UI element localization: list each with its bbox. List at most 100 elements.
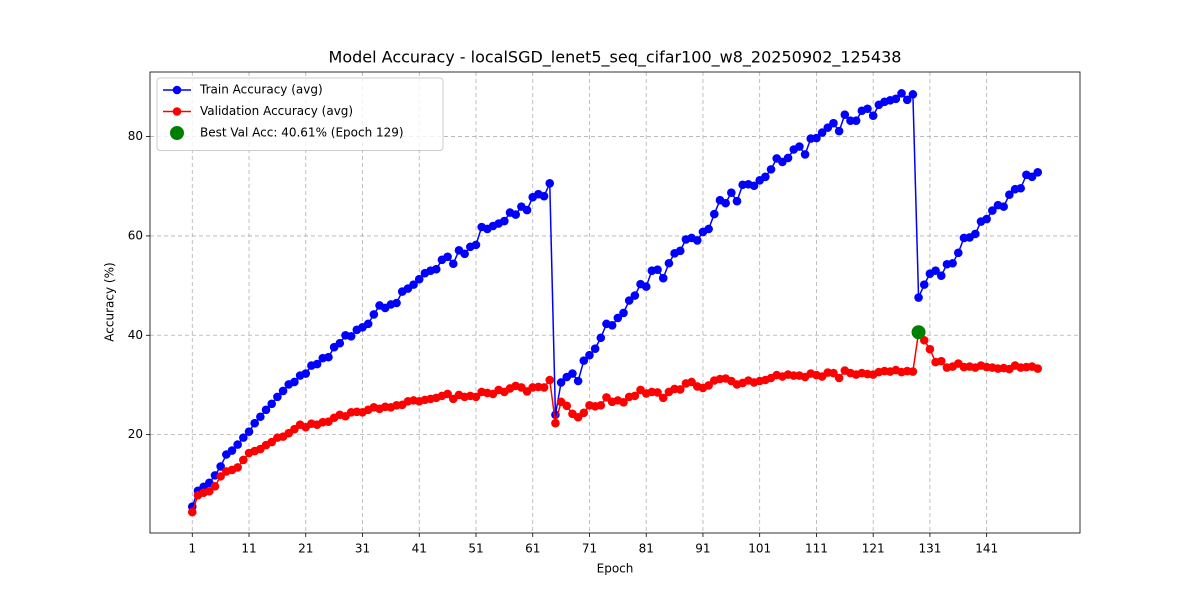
x-tick-label: 1 — [188, 542, 196, 556]
data-point — [851, 116, 861, 125]
data-point — [795, 142, 804, 151]
data-point — [653, 388, 662, 397]
data-point — [704, 224, 713, 234]
data-point — [988, 206, 997, 215]
x-tick-label: 81 — [639, 542, 654, 556]
data-point — [585, 350, 594, 360]
data-point — [539, 191, 549, 201]
data-point — [590, 344, 600, 353]
data-point — [834, 126, 844, 136]
data-point — [460, 249, 469, 259]
data-point — [783, 153, 793, 163]
data-point — [630, 391, 640, 401]
data-point — [675, 385, 685, 394]
data-point — [800, 150, 810, 159]
legend-marker — [172, 107, 182, 116]
data-point — [233, 440, 242, 449]
data-point — [261, 405, 271, 415]
legend-box — [156, 77, 444, 151]
data-point — [312, 359, 322, 369]
data-point — [658, 393, 668, 403]
data-point — [607, 321, 617, 330]
best-point — [911, 325, 926, 340]
data-point — [834, 373, 844, 383]
x-tick-label: 61 — [525, 542, 540, 556]
data-point — [829, 368, 838, 378]
data-point — [233, 463, 242, 472]
data-point — [301, 369, 311, 378]
data-point — [539, 383, 549, 392]
data-point — [953, 248, 963, 258]
data-point — [250, 418, 259, 428]
data-point — [971, 229, 980, 239]
data-point — [664, 258, 674, 268]
data-point — [709, 209, 719, 219]
data-point — [749, 181, 759, 191]
data-point — [556, 378, 566, 387]
data-point — [925, 344, 935, 354]
data-point — [732, 196, 742, 206]
legend-label: Best Val Acc: 40.61% (Epoch 129) — [200, 126, 404, 140]
legend: Train Accuracy (avg) Validation Accuracy … — [156, 77, 444, 151]
y-tick-label: 20 — [128, 427, 143, 441]
x-tick-label: 51 — [468, 542, 483, 556]
data-point — [210, 482, 220, 491]
x-tick-label: 11 — [241, 542, 256, 556]
data-point — [256, 412, 265, 422]
data-point — [324, 352, 333, 362]
data-point — [829, 118, 838, 128]
data-point — [443, 389, 452, 399]
data-point — [982, 214, 991, 224]
x-tick-label: 121 — [862, 542, 885, 556]
data-point — [931, 266, 940, 276]
data-point — [363, 319, 373, 329]
data-point — [1005, 190, 1014, 200]
axes-frame — [149, 71, 1081, 534]
data-point — [596, 333, 606, 343]
data-point — [704, 381, 713, 390]
data-point — [471, 392, 481, 402]
data-point — [641, 282, 651, 291]
x-tick-label: 71 — [582, 542, 597, 556]
data-point — [658, 273, 668, 283]
y-axis-label: Accuracy (%) — [103, 262, 117, 341]
data-point — [273, 392, 282, 402]
grid: 1 11 21 31 41 51 61 71 81 91 101 111 121 131 141204060… — [128, 72, 1080, 556]
data-point — [1016, 183, 1026, 193]
data-point — [948, 258, 957, 268]
x-axis-label: Epoch — [597, 562, 634, 576]
data-point — [761, 172, 770, 182]
legend-label: Validation Accuracy (avg) — [200, 104, 353, 118]
x-tick-label: 41 — [412, 542, 427, 556]
data-point — [409, 280, 418, 289]
legend-marker — [172, 85, 182, 95]
y-tick-label: 60 — [128, 228, 143, 242]
legend-label: Train Accuracy (avg) — [199, 83, 323, 97]
data-point — [443, 252, 452, 262]
data-point — [573, 376, 583, 386]
data-point — [897, 89, 906, 98]
x-tick-label: 101 — [748, 542, 771, 556]
data-point — [624, 296, 634, 305]
data-point — [392, 298, 401, 308]
x-tick-label: 111 — [805, 542, 828, 556]
data-point — [817, 128, 827, 137]
y-tick-label: 40 — [128, 328, 143, 342]
data-point — [346, 331, 356, 341]
data-point — [936, 356, 946, 366]
data-point — [619, 308, 628, 318]
data-point — [902, 95, 912, 105]
data-point — [244, 427, 254, 436]
data-point — [619, 398, 628, 407]
data-point — [1033, 168, 1043, 177]
data-point — [919, 280, 929, 289]
data-point — [579, 408, 589, 418]
data-point — [727, 188, 736, 198]
data-point — [545, 178, 555, 188]
chart-title: Model Accuracy - localSGD_lenet5_seq_cif… — [329, 48, 902, 68]
data-point — [630, 291, 640, 300]
data-point — [278, 386, 288, 396]
data-point — [999, 202, 1008, 211]
